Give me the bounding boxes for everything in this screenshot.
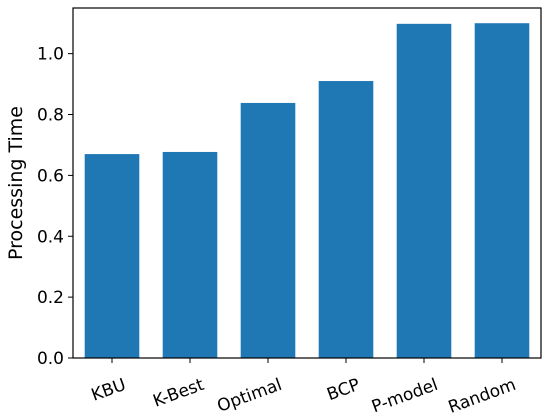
y-tick-label: 0.6 xyxy=(37,166,64,186)
bar-kbu xyxy=(84,154,140,358)
y-tick-label: 0.2 xyxy=(37,288,64,308)
bar-k-best xyxy=(162,151,218,358)
bars-layer xyxy=(84,23,530,359)
x-tick-label: Random xyxy=(446,375,519,414)
x-tick-label: P-model xyxy=(369,375,441,414)
y-tick-label: 0.0 xyxy=(37,349,64,369)
y-tick-label: 0.8 xyxy=(37,106,64,126)
plot-frame xyxy=(72,7,542,359)
bar-p-model xyxy=(396,23,452,359)
x-tick-label: BCP xyxy=(324,375,362,405)
bar-random xyxy=(474,23,530,358)
x-axis: KBU K-Best Optimal BCP P-model Random xyxy=(89,358,519,414)
y-tick-label: 1.0 xyxy=(37,45,64,65)
bar-bcp xyxy=(318,81,374,358)
y-axis: 0.0 0.2 0.4 0.6 0.8 1.0 xyxy=(37,45,73,369)
x-tick-label: Optimal xyxy=(215,375,285,414)
y-axis-label: Processing Time xyxy=(5,106,27,260)
bar-optimal xyxy=(240,102,296,359)
y-tick-label: 0.4 xyxy=(37,227,64,247)
x-tick-label: K-Best xyxy=(150,375,207,412)
x-tick-label: KBU xyxy=(89,375,129,406)
